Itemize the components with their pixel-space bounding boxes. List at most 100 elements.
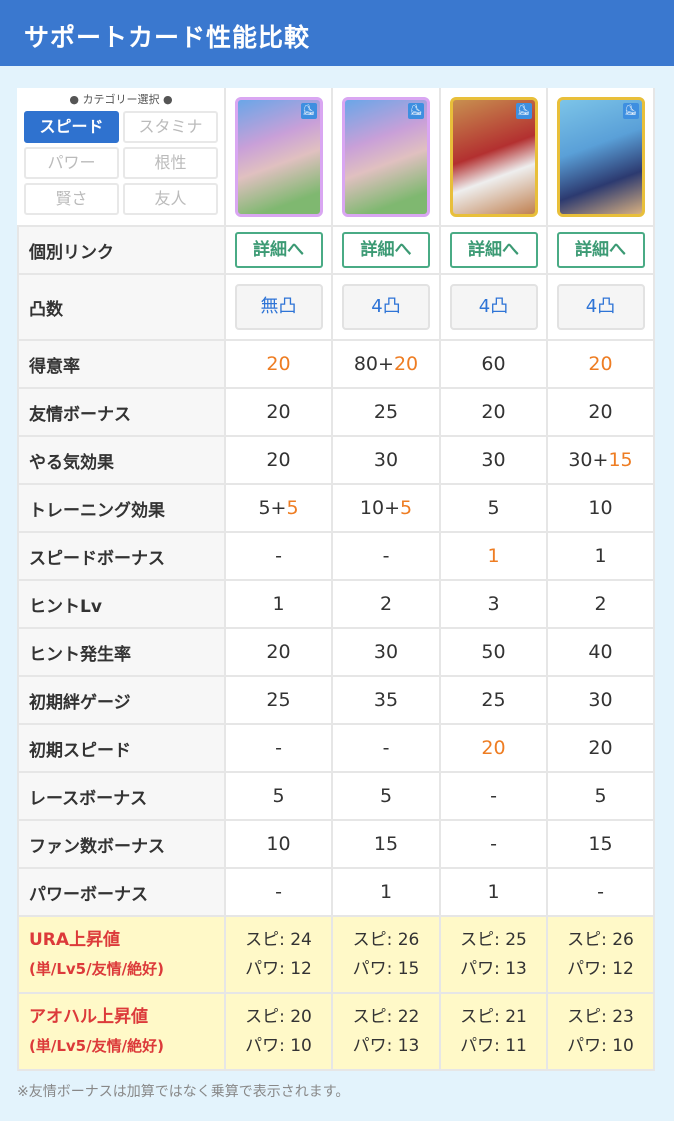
totsu-cell: 4凸: [546, 273, 655, 341]
stat-cell: 1: [439, 867, 548, 917]
stat-value: -: [597, 881, 604, 903]
row-label: スピードボーナス: [17, 531, 226, 581]
stat-cell: 25: [331, 387, 441, 437]
stat-value: 10: [588, 497, 613, 519]
gain-sub-label: (単/Lv5/友情/絶好): [29, 959, 164, 978]
support-card-image[interactable]: ⛸: [342, 96, 430, 217]
gain-value: スピ: 24: [245, 929, 312, 950]
stat-cell: 40: [546, 627, 655, 677]
footnote: ※友情ボーナスは加算ではなく乗算で表示されます。: [17, 1084, 350, 1100]
stat-value: 5: [594, 785, 607, 807]
link-row: 個別リンク 詳細へ 詳細へ 詳細へ 詳細へ: [17, 225, 655, 275]
detail-link-button[interactable]: 詳細へ: [234, 232, 323, 268]
stat-row: パワーボーナス - 1 1 -: [17, 867, 655, 917]
limit-break-select[interactable]: 4凸: [449, 284, 538, 330]
category-button-2[interactable]: パワー: [24, 147, 119, 179]
category-button-4[interactable]: 賢さ: [24, 183, 119, 215]
link-cell: 詳細へ: [224, 225, 333, 275]
stat-cell: 3: [439, 579, 548, 629]
stat-cell: 10: [546, 483, 655, 533]
detail-link-button[interactable]: 詳細へ: [342, 232, 430, 268]
stat-value: 60: [481, 353, 506, 375]
stat-cell: -: [331, 723, 441, 773]
stat-value: 2: [594, 593, 607, 615]
row-label: ファン数ボーナス: [17, 819, 226, 869]
row-label: URA上昇値 (単/Lv5/友情/絶好): [17, 915, 226, 994]
limit-break-select[interactable]: 4凸: [342, 284, 430, 330]
stat-row: 友情ボーナス 20 25 20 20: [17, 387, 655, 437]
stat-cell: 30: [331, 627, 441, 677]
category-title: ● カテゴリー選択 ●: [69, 93, 173, 106]
gain-value: パワ: 12: [567, 958, 634, 979]
stat-cell: 30+15: [546, 435, 655, 485]
stat-cell: 5: [331, 771, 441, 821]
gain-value: パワ: 12: [245, 958, 312, 979]
stat-value: 50: [481, 641, 506, 663]
gain-value: パワ: 10: [567, 1035, 634, 1056]
category-button-3[interactable]: 根性: [123, 147, 218, 179]
stat-bonus-value: 20: [266, 353, 291, 375]
stat-bonus-value: 20: [481, 737, 506, 759]
row-label: 友情ボーナス: [17, 387, 226, 437]
stat-bonus-value: 20: [588, 353, 613, 375]
detail-link-button[interactable]: 詳細へ: [449, 232, 538, 268]
speed-type-icon: ⛸: [515, 102, 532, 119]
stat-cell: 35: [331, 675, 441, 725]
stat-cell: 60: [439, 339, 548, 389]
stat-value: 80+: [353, 353, 394, 375]
stat-value: 35: [373, 689, 399, 711]
speed-type-icon: ⛸: [408, 102, 424, 119]
stat-cell: 1: [439, 531, 548, 581]
stat-cell: -: [439, 819, 548, 869]
stat-cell: 2: [546, 579, 655, 629]
page-title: サポートカード性能比較: [24, 23, 311, 52]
gain-value: スピ: 25: [460, 929, 527, 950]
category-button-5[interactable]: 友人: [123, 183, 218, 215]
stat-value: 20: [481, 401, 506, 423]
gain-cell: スピ: 23 パワ: 10: [546, 992, 655, 1071]
gain-cell: スピ: 20 パワ: 10: [224, 992, 333, 1071]
stat-value: 3: [487, 593, 500, 615]
stat-value: 1: [379, 881, 393, 903]
row-label: やる気効果: [17, 435, 226, 485]
stat-value: 30: [373, 449, 399, 471]
stat-cell: 20: [439, 387, 548, 437]
stat-bonus-value: 20: [393, 353, 419, 375]
category-button-1[interactable]: スタミナ: [123, 111, 218, 143]
support-card-image[interactable]: ⛸: [556, 96, 645, 217]
gain-value: スピ: 21: [460, 1006, 527, 1027]
support-card-image[interactable]: ⛸: [449, 96, 538, 217]
stat-value: 15: [588, 833, 613, 855]
row-label: 凸数: [17, 273, 226, 341]
stat-value: 5+: [258, 497, 287, 519]
stat-bonus-value: 15: [608, 449, 633, 471]
stat-value: 20: [266, 449, 291, 471]
stat-cell: 20: [224, 627, 333, 677]
row-label: 個別リンク: [17, 225, 226, 275]
stat-value: -: [382, 545, 390, 567]
limit-break-select[interactable]: 無凸: [234, 284, 323, 330]
gain-cell: スピ: 21 パワ: 11: [439, 992, 548, 1071]
stat-cell: -: [331, 531, 441, 581]
stat-value: 20: [588, 737, 613, 759]
gain-cell: スピ: 24 パワ: 12: [224, 915, 333, 994]
stat-cell: 30: [331, 435, 441, 485]
gain-sub-label: (単/Lv5/友情/絶好): [29, 1036, 164, 1055]
gain-value: パワ: 13: [352, 1035, 420, 1056]
stat-cell: 1: [546, 531, 655, 581]
stat-value: 20: [588, 401, 613, 423]
stat-cell: 20: [546, 723, 655, 773]
gain-value: パワ: 13: [460, 958, 527, 979]
limit-break-select[interactable]: 4凸: [556, 284, 645, 330]
stat-cell: -: [439, 771, 548, 821]
detail-link-button[interactable]: 詳細へ: [556, 232, 645, 268]
stat-row: 得意率 20 80+20 60 20: [17, 339, 655, 389]
stat-cell: 1: [224, 579, 333, 629]
stat-value: 1: [487, 881, 500, 903]
stat-bonus-value: 1: [487, 545, 500, 567]
support-card-image[interactable]: ⛸: [234, 96, 323, 217]
stat-cell: 25: [224, 675, 333, 725]
category-button-0[interactable]: スピード: [24, 111, 119, 143]
link-cell: 詳細へ: [546, 225, 655, 275]
stat-row: ヒントLv 1 2 3 2: [17, 579, 655, 629]
